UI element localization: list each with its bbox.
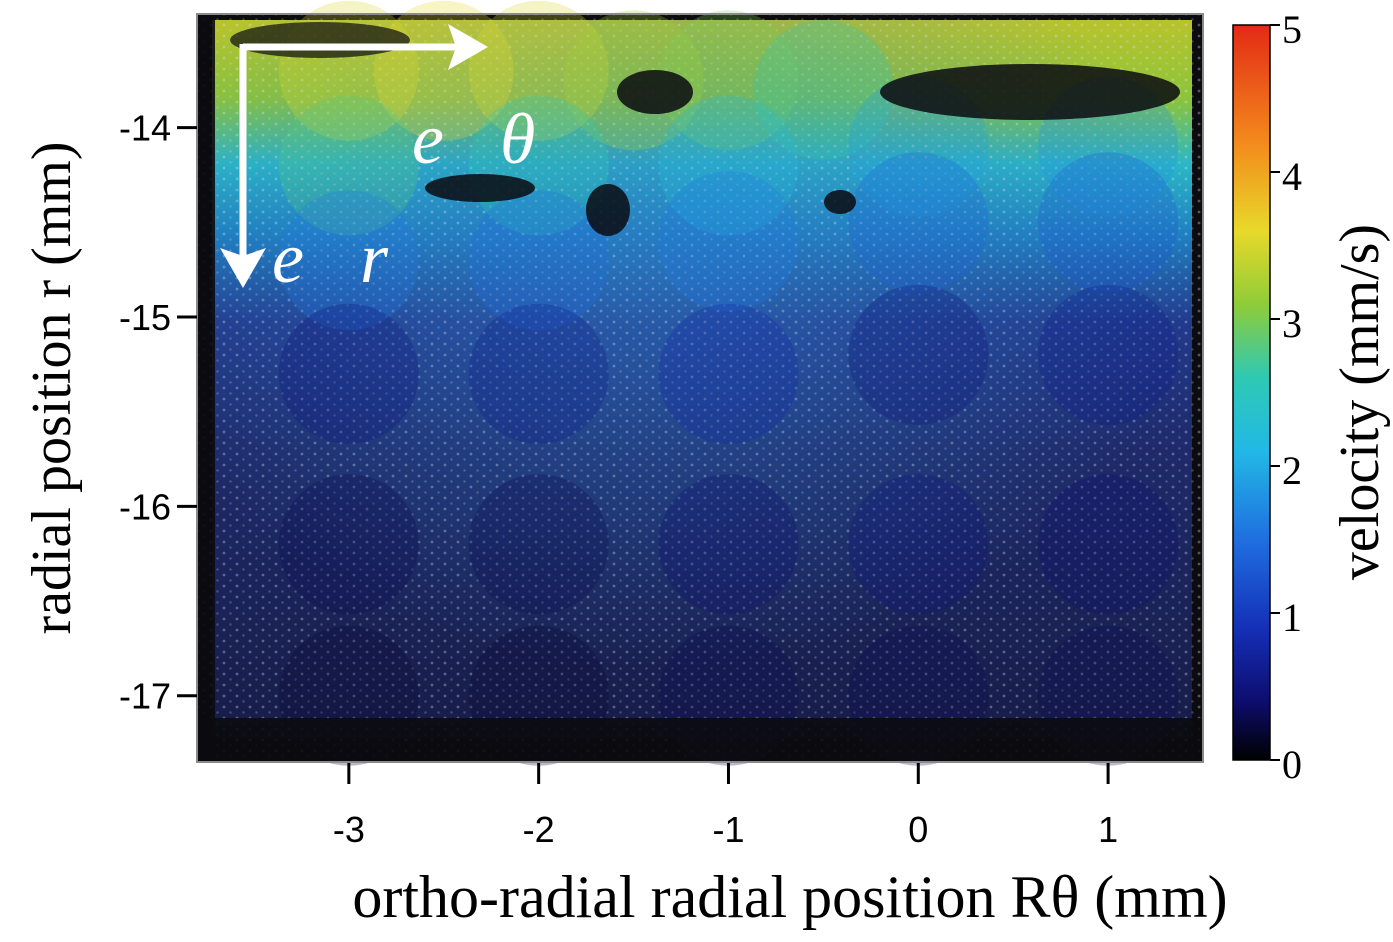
bottom-wall <box>197 718 1203 762</box>
velocity-cell <box>753 19 894 160</box>
colorbar-tick-label: 5 <box>1282 7 1302 52</box>
x-tick-label: -3 <box>333 809 365 850</box>
y-axis-label: radial position r (mm) <box>21 141 83 634</box>
velocity-cell <box>468 303 609 444</box>
colorbar-ticks: 0 1 2 3 4 5 <box>1270 7 1302 787</box>
e-theta-label: e⃗θ <box>412 99 535 179</box>
velocity-cell <box>468 474 609 615</box>
y-axis: -14 -15 -16 -17 <box>119 108 197 717</box>
velocity-cell <box>468 190 609 331</box>
velocity-cell <box>848 284 989 425</box>
plot-area <box>196 0 1204 766</box>
x-tick-label: -1 <box>712 809 744 850</box>
e-r-arrowhead <box>220 248 266 288</box>
colorbar-tick-label: 1 <box>1282 595 1302 640</box>
y-tick-label: -14 <box>119 108 171 149</box>
velocity-cell <box>278 190 419 331</box>
colorbar-tick-label: 3 <box>1282 301 1302 346</box>
velocity-cell <box>278 95 419 236</box>
void <box>230 22 410 58</box>
velocity-cell <box>1038 474 1179 615</box>
basis-vectors <box>220 24 488 288</box>
x-tick-label: 1 <box>1098 809 1118 850</box>
void <box>425 174 535 202</box>
colorbar-tick-label: 2 <box>1282 448 1302 493</box>
x-tick-label: 0 <box>908 809 928 850</box>
velocity-cell <box>658 10 799 151</box>
colorbar-label: velocity (mm/s) <box>1329 224 1391 580</box>
velocity-cell <box>848 152 989 293</box>
left-wall <box>197 14 215 762</box>
particle-texture <box>197 14 1203 762</box>
velocity-cell <box>658 95 799 236</box>
x-axis: -3 -2 -1 0 1 <box>197 761 1203 850</box>
colorbar-tick-label: 4 <box>1282 154 1302 199</box>
colorbar: 0 1 2 3 4 5 <box>1232 7 1302 787</box>
y-tick-label: -17 <box>119 676 171 717</box>
y-tick-label: -15 <box>119 297 171 338</box>
void <box>586 184 630 236</box>
velocity-cell <box>848 474 989 615</box>
void <box>617 70 693 114</box>
velocity-cell <box>468 0 609 141</box>
void <box>824 190 856 214</box>
colorbar-tick-label: 0 <box>1282 742 1302 787</box>
x-axis-label: ortho-radial radial position Rθ (mm) <box>352 864 1227 930</box>
e-theta-arrowhead <box>448 24 488 70</box>
e-r-label: e⃗r <box>272 218 389 298</box>
velocity-cell <box>278 303 419 444</box>
velocity-cell <box>1038 284 1179 425</box>
void <box>880 64 1180 120</box>
y-tick-label: -16 <box>119 486 171 527</box>
colorbar-bar <box>1232 24 1271 761</box>
velocity-cell <box>278 474 419 615</box>
velocity-cell <box>1038 152 1179 293</box>
velocity-cell <box>658 474 799 615</box>
velocity-cell <box>658 171 799 312</box>
velocity-cell <box>658 303 799 444</box>
x-tick-label: -2 <box>523 809 555 850</box>
velocity-cell <box>373 0 514 141</box>
